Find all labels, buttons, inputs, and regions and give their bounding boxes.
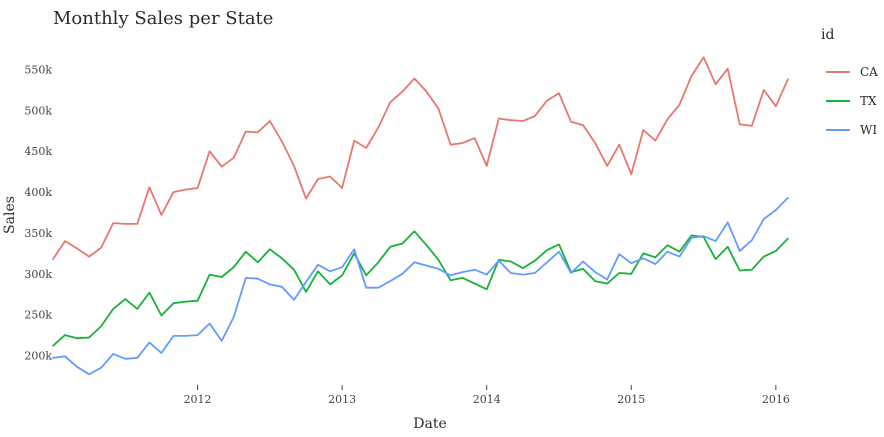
- x-tick-label: 2012: [184, 393, 212, 406]
- plot-area: [52, 56, 789, 376]
- x-tick-label: 2014: [473, 393, 501, 406]
- legend-label-wi: WI: [860, 123, 877, 137]
- x-axis-title: Date: [413, 416, 446, 432]
- y-tick-label: 200k: [24, 349, 52, 362]
- legend: id CA TX WI: [821, 27, 878, 137]
- x-axis: 2012 2013 2014 2015 2016: [184, 385, 790, 406]
- y-tick-label: 550k: [24, 64, 52, 77]
- x-tick-label: 2016: [762, 393, 790, 406]
- legend-title: id: [821, 27, 834, 43]
- y-tick-label: 450k: [24, 145, 52, 158]
- x-tick-label: 2015: [617, 393, 645, 406]
- y-axis-title: Sales: [2, 196, 18, 234]
- y-axis: 200k 250k 300k 350k 400k 450k 500k 550k: [24, 64, 52, 363]
- y-tick-label: 300k: [24, 268, 52, 281]
- y-tick-label: 350k: [24, 227, 52, 240]
- y-tick-label: 500k: [24, 104, 52, 117]
- chart-title: Monthly Sales per State: [53, 8, 273, 29]
- legend-label-ca: CA: [860, 65, 878, 79]
- series-line-wi: [52, 196, 789, 376]
- series-line-ca: [52, 56, 789, 261]
- legend-label-tx: TX: [860, 94, 877, 108]
- y-tick-label: 400k: [24, 186, 52, 199]
- series-line-tx: [52, 230, 789, 347]
- y-tick-label: 250k: [24, 309, 52, 322]
- x-tick-label: 2013: [328, 393, 356, 406]
